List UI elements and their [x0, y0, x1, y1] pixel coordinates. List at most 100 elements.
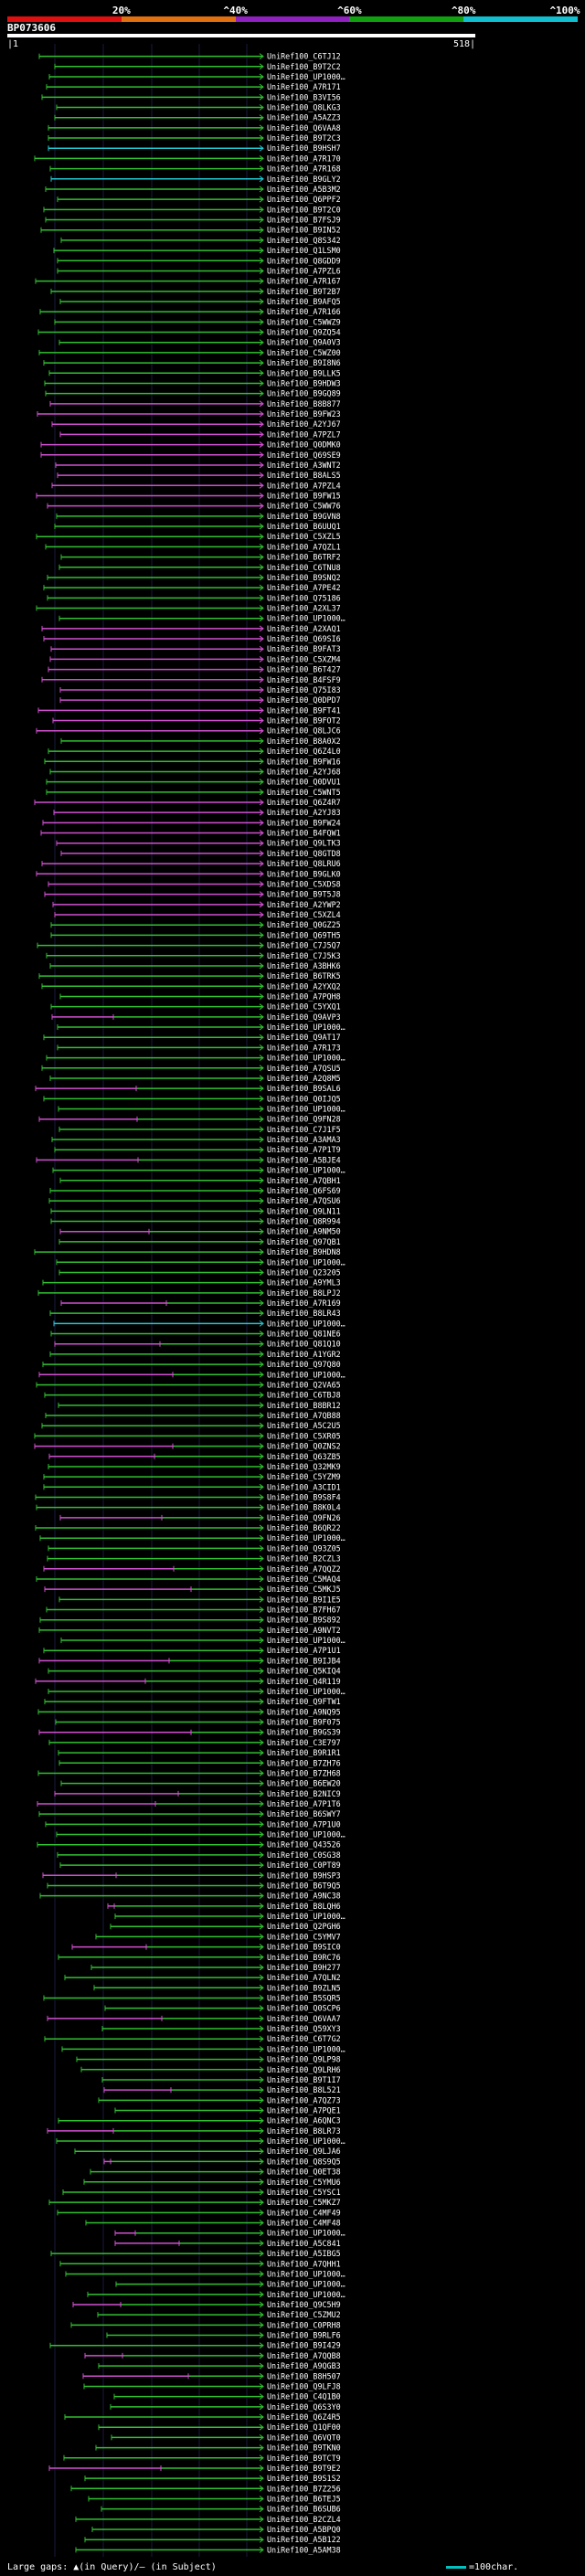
hit-label[interactable]: UniRef100_B6SWY7: [267, 1809, 341, 1818]
hit-label[interactable]: UniRef100_Q6VAA8: [267, 123, 341, 133]
alignment-row[interactable]: UniRef100_B9FW15: [36, 491, 341, 500]
alignment-row[interactable]: UniRef100_B9SNQ2: [47, 573, 341, 582]
alignment-row[interactable]: UniRef100_UP1000…: [56, 2136, 346, 2146]
hit-label[interactable]: UniRef100_A2YXQ2: [267, 981, 341, 991]
hit-label[interactable]: UniRef100_A9QGB3: [267, 2361, 341, 2370]
alignment-row[interactable]: UniRef100_Q9LFJ8: [83, 2381, 341, 2390]
alignment-row[interactable]: UniRef100_B9HSH7: [48, 143, 341, 153]
alignment-row[interactable]: UniRef100_B6UUQ1: [54, 522, 341, 531]
alignment-row[interactable]: UniRef100_B6SUB6: [101, 2505, 341, 2514]
hit-label[interactable]: UniRef100_C5MKZ7: [267, 2198, 341, 2207]
hit-label[interactable]: UniRef100_C5WNT5: [267, 788, 341, 797]
alignment-row[interactable]: UniRef100_A2YXQ2: [41, 981, 341, 991]
hit-label[interactable]: UniRef100_A7PZL6: [267, 266, 341, 275]
hit-label[interactable]: UniRef100_C5YMV7: [267, 1932, 341, 1941]
hit-label[interactable]: UniRef100_Q8LKG3: [267, 103, 341, 112]
hit-label[interactable]: UniRef100_Q6Z4L0: [267, 747, 341, 756]
alignment-row[interactable]: UniRef100_A7QHH1: [59, 2259, 341, 2268]
alignment-row[interactable]: UniRef100_Q63ZB5: [48, 1452, 341, 1461]
alignment-row[interactable]: UniRef100_UP1000…: [39, 1533, 346, 1542]
alignment-row[interactable]: UniRef100_B9TKN0: [95, 2443, 341, 2453]
hit-label[interactable]: UniRef100_A1YGR2: [267, 1350, 341, 1359]
alignment-row[interactable]: UniRef100_B4FSF9: [41, 675, 341, 684]
alignment-row[interactable]: UniRef100_B6TRK5: [38, 971, 341, 981]
hit-label[interactable]: UniRef100_A7PQE1: [267, 2106, 341, 2115]
hit-label[interactable]: UniRef100_B8H507: [267, 2371, 341, 2380]
alignment-row[interactable]: UniRef100_A7PQH8: [59, 991, 341, 1001]
alignment-row[interactable]: UniRef100_A7PZL7: [59, 429, 341, 439]
alignment-row[interactable]: UniRef100_A9NVT2: [38, 1626, 341, 1635]
hit-label[interactable]: UniRef100_C7J1F5: [267, 1125, 341, 1134]
hit-label[interactable]: UniRef100_UP1000…: [267, 2229, 346, 2238]
alignment-row[interactable]: UniRef100_B7Z256: [70, 2484, 341, 2493]
hit-label[interactable]: UniRef100_A5C841: [267, 2239, 341, 2248]
alignment-row[interactable]: UniRef100_Q8S342: [60, 236, 341, 245]
alignment-row[interactable]: UniRef100_UP1000…: [58, 614, 346, 623]
hit-label[interactable]: UniRef100_B9HDW3: [267, 378, 341, 387]
alignment-row[interactable]: UniRef100_Q9LTK3: [56, 839, 341, 848]
hit-label[interactable]: UniRef100_Q6VAA7: [267, 2014, 341, 2023]
alignment-row[interactable]: UniRef100_B9H277: [90, 1963, 341, 1972]
alignment-row[interactable]: UniRef100_C7J5K3: [46, 951, 341, 960]
alignment-row[interactable]: UniRef100_B8LR73: [47, 2126, 341, 2136]
hit-label[interactable]: UniRef100_B4FQW1: [267, 829, 341, 838]
hit-label[interactable]: UniRef100_A2XAQ1: [267, 624, 341, 633]
alignment-row[interactable]: UniRef100_A7PZL4: [51, 481, 341, 490]
alignment-row[interactable]: UniRef100_A5AM38: [75, 2545, 341, 2554]
hit-label[interactable]: UniRef100_Q9LJA6: [267, 2147, 341, 2156]
alignment-row[interactable]: UniRef100_Q8GTD8: [60, 849, 341, 858]
hit-label[interactable]: UniRef100_B9T2C0: [267, 205, 341, 214]
alignment-row[interactable]: UniRef100_A7P1U0: [45, 1819, 341, 1829]
alignment-row[interactable]: UniRef100_UP1000…: [60, 1636, 346, 1645]
hit-label[interactable]: UniRef100_B8ALS5: [267, 471, 341, 480]
hit-label[interactable]: UniRef100_B9S892: [267, 1616, 341, 1625]
hit-label[interactable]: UniRef100_B9T9E2: [267, 2464, 341, 2473]
hit-label[interactable]: UniRef100_C5WZ00: [267, 348, 341, 357]
alignment-row[interactable]: UniRef100_Q6Z4L0: [48, 747, 341, 756]
hit-label[interactable]: UniRef100_UP1000…: [267, 1830, 346, 1839]
hit-label[interactable]: UniRef100_Q1QF00: [267, 2422, 341, 2432]
alignment-row[interactable]: UniRef100_A5BPQ0: [91, 2525, 341, 2534]
alignment-row[interactable]: UniRef100_B9FOT2: [52, 716, 341, 726]
hit-label[interactable]: UniRef100_B9GQ89: [267, 389, 341, 398]
hit-label[interactable]: UniRef100_C7J5Q7: [267, 941, 341, 950]
hit-label[interactable]: UniRef100_C5MKJ5: [267, 1585, 341, 1594]
hit-label[interactable]: UniRef100_B9T1I7: [267, 2075, 341, 2084]
alignment-row[interactable]: UniRef100_B9TCT9: [63, 2454, 341, 2463]
alignment-row[interactable]: UniRef100_UP1000…: [56, 1830, 346, 1839]
hit-label[interactable]: UniRef100_Q6PPF2: [267, 195, 341, 204]
alignment-row[interactable]: UniRef100_B9IJB4: [38, 1656, 341, 1665]
hit-label[interactable]: UniRef100_A9YML3: [267, 1278, 341, 1288]
alignment-row[interactable]: UniRef100_Q9LN11: [50, 1206, 341, 1215]
hit-label[interactable]: UniRef100_Q97QB1: [267, 1237, 341, 1246]
hit-label[interactable]: UniRef100_B7Z256: [267, 2484, 341, 2493]
alignment-row[interactable]: UniRef100_B6EW20: [60, 1779, 341, 1788]
alignment-row[interactable]: UniRef100_A7QSU5: [41, 1064, 341, 1073]
hit-label[interactable]: UniRef100_C6TJ12: [267, 52, 341, 61]
alignment-row[interactable]: UniRef100_A3BHK6: [49, 961, 341, 970]
alignment-row[interactable]: UniRef100_Q9AVP3: [51, 1012, 341, 1022]
alignment-row[interactable]: UniRef100_B9T2B7: [50, 287, 341, 296]
hit-label[interactable]: UniRef100_UP1000…: [267, 1687, 346, 1696]
alignment-row[interactable]: UniRef100_A7R169: [60, 1299, 341, 1308]
hit-label[interactable]: UniRef100_C5XZM4: [267, 654, 341, 663]
hit-label[interactable]: UniRef100_A9NQ95: [267, 1707, 341, 1716]
alignment-row[interactable]: UniRef100_A7PE42: [43, 583, 341, 592]
alignment-row[interactable]: UniRef100_B9T9E2: [48, 2464, 341, 2473]
alignment-row[interactable]: UniRef100_C5MAQ4: [36, 1574, 341, 1584]
hit-label[interactable]: UniRef100_UP1000…: [267, 1023, 346, 1032]
hit-label[interactable]: UniRef100_B3VI56: [267, 92, 341, 101]
alignment-row[interactable]: UniRef100_UP1000…: [61, 2044, 346, 2053]
alignment-row[interactable]: UniRef100_B7FSJ9: [45, 216, 341, 225]
hit-label[interactable]: UniRef100_C6TNU8: [267, 563, 341, 572]
alignment-row[interactable]: UniRef100_Q8GDD9: [57, 256, 341, 265]
alignment-row[interactable]: UniRef100_Q9AT17: [43, 1033, 341, 1042]
hit-label[interactable]: UniRef100_B9FW24: [267, 818, 341, 827]
alignment-row[interactable]: UniRef100_B9ZLN5: [93, 1983, 341, 1992]
alignment-row[interactable]: UniRef100_Q8LRU6: [41, 859, 341, 868]
alignment-row[interactable]: UniRef100_B9FT41: [37, 705, 341, 715]
alignment-row[interactable]: UniRef100_UP1000…: [65, 2269, 346, 2278]
alignment-row[interactable]: UniRef100_B9T5J8: [44, 890, 341, 899]
alignment-row[interactable]: UniRef100_B9RLF6: [106, 2331, 341, 2340]
alignment-row[interactable]: UniRef100_C6TNU8: [58, 563, 341, 572]
